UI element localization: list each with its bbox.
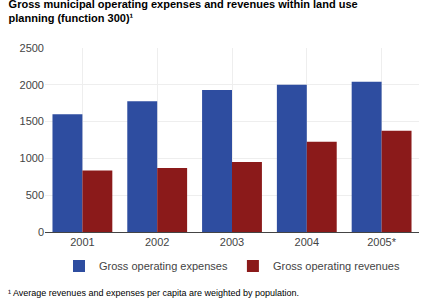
svg-text:1000: 1000 [20, 152, 44, 164]
svg-text:Gross operating revenues: Gross operating revenues [273, 260, 400, 272]
svg-text:1500: 1500 [20, 115, 44, 127]
svg-text:Gross operating expenses: Gross operating expenses [99, 260, 228, 272]
svg-text:2003: 2003 [220, 236, 244, 248]
svg-text:2002: 2002 [145, 236, 169, 248]
svg-text:2001: 2001 [70, 236, 94, 248]
svg-text:Gross municipal operating expe: Gross municipal operating expenses and r… [9, 0, 358, 24]
svg-text:500: 500 [26, 189, 44, 201]
svg-text:¹ Average revenues and expense: ¹ Average revenues and expenses per capi… [8, 288, 299, 298]
svg-text:2000: 2000 [20, 79, 44, 91]
svg-text:0: 0 [38, 226, 44, 238]
svg-text:2004: 2004 [295, 236, 319, 248]
svg-text:2500: 2500 [20, 42, 44, 54]
svg-text:2005*: 2005* [367, 236, 396, 248]
